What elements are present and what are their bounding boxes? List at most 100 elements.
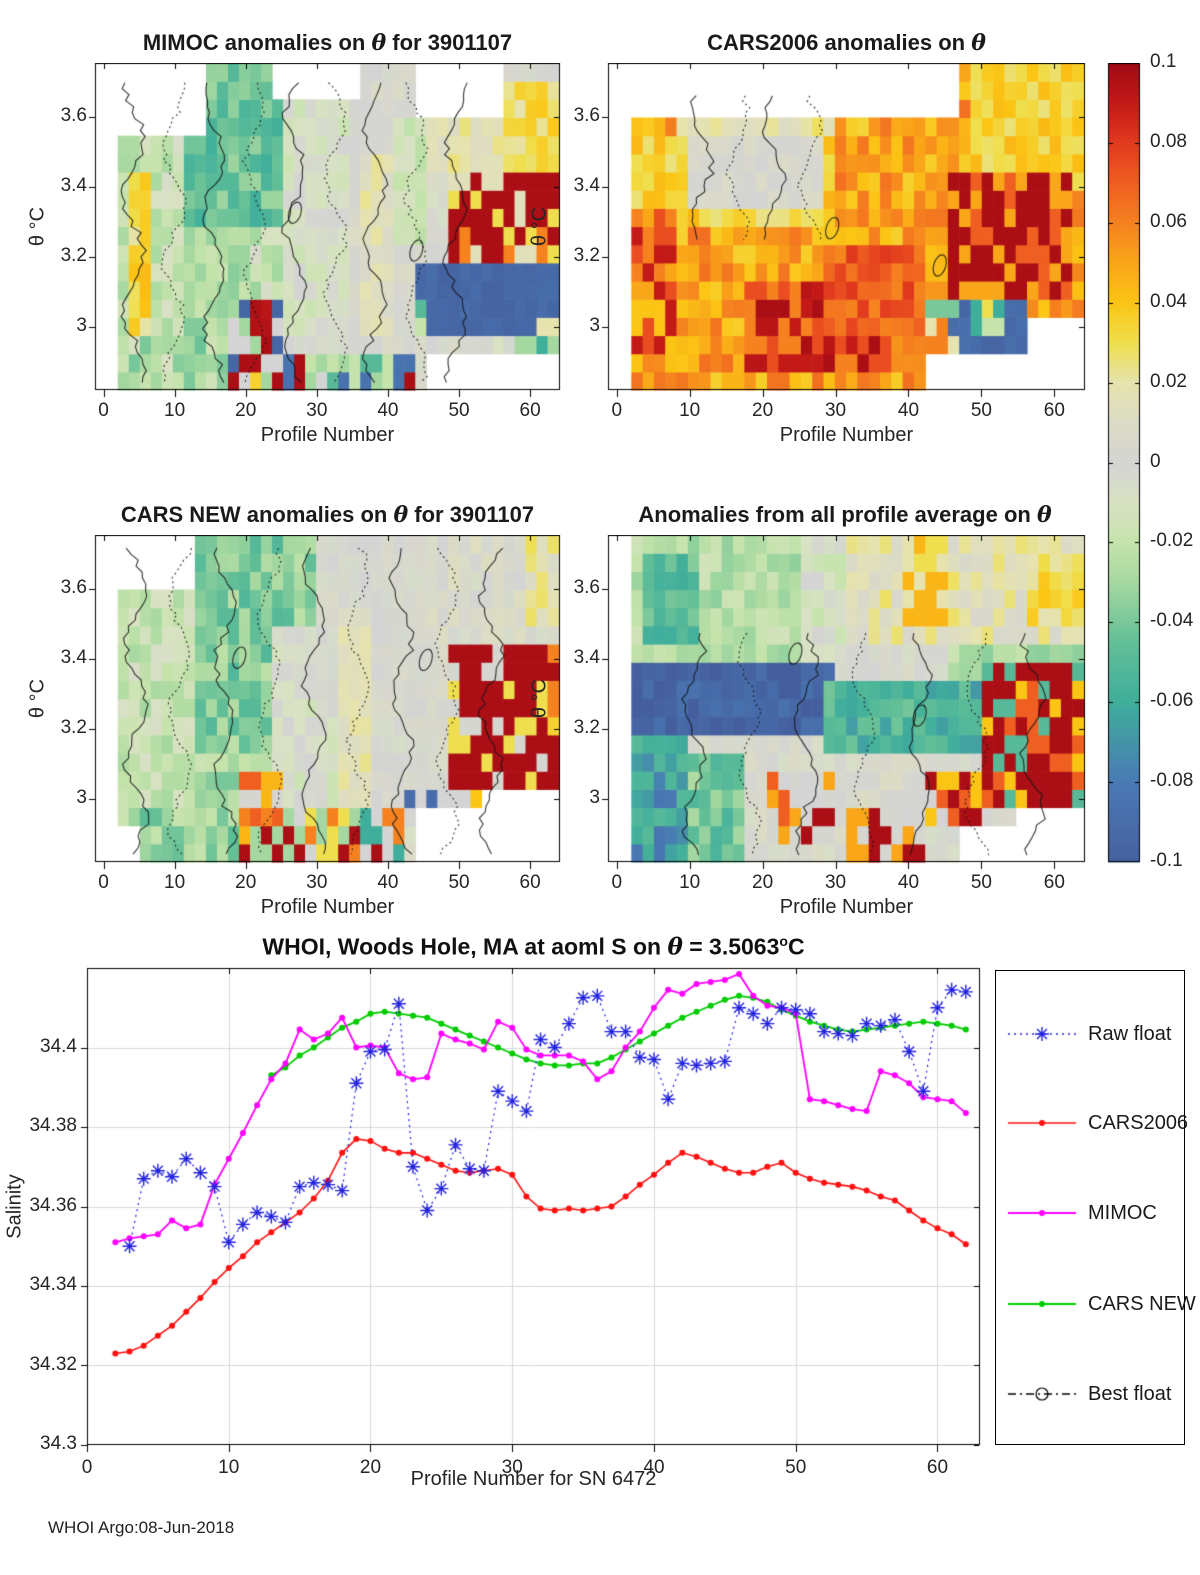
heatmap-ytick-label: 3 xyxy=(589,787,600,809)
carsnew-heatmap-canvas xyxy=(87,535,568,871)
chart-ytick-label: 34.32 xyxy=(29,1353,77,1375)
heatmap-ytick-label: 3.6 xyxy=(573,105,600,127)
heatmap-xtick-label: 0 xyxy=(98,872,109,893)
heatmap-xtick-label: 40 xyxy=(897,400,920,421)
chart-xtick-label: 60 xyxy=(926,1457,949,1478)
chart-ytick-label: 34.34 xyxy=(29,1274,77,1295)
mimoc-sample-line xyxy=(1006,1200,1078,1226)
raw-float-sample-line xyxy=(1006,1021,1078,1047)
legend-label: Raw float xyxy=(1088,1022,1172,1045)
heatmap-ytick-label: 3.2 xyxy=(60,717,87,739)
chart-ytick-label: 34.36 xyxy=(29,1194,77,1216)
xlabel-sn6472: Profile Number for SN 6472 xyxy=(410,1468,657,1490)
heatmap-xtick-label: 20 xyxy=(235,400,257,421)
heatmap-xtick-label: 60 xyxy=(519,872,541,893)
panel-title-mimoc: MIMOC anomalies on θ for 3901107 xyxy=(95,30,560,56)
panel-title-carsnew: CARS NEW anomalies on θ for 3901107 xyxy=(80,502,575,528)
chart-xtick-label: 20 xyxy=(359,1457,382,1478)
legend-label: Best float xyxy=(1088,1382,1172,1405)
heatmap-ytick-label: 3.4 xyxy=(573,175,600,197)
heatmap-xtick-label: 40 xyxy=(897,872,920,893)
heatmap-xtick-label: 10 xyxy=(679,400,701,421)
chart-xtick-label: 0 xyxy=(81,1457,93,1478)
allprofile-heatmap-canvas xyxy=(600,535,1093,871)
degree-sup: o xyxy=(779,933,788,949)
legend-label: CARS2006 xyxy=(1088,1111,1189,1134)
heatmap-xtick-label: 10 xyxy=(164,400,186,421)
heatmap-xtick-label: 50 xyxy=(448,872,470,893)
heatmap-xtick-label: 40 xyxy=(377,400,399,421)
cars2006-heatmap-canvas xyxy=(600,63,1093,399)
cars-new-sample-line xyxy=(1006,1291,1078,1317)
colorbar-tick-label: 0.02 xyxy=(1150,370,1187,392)
title-text: C xyxy=(787,933,805,960)
colorbar-tick-label: -0.08 xyxy=(1150,770,1194,792)
colorbar-tick-label: 0.04 xyxy=(1150,290,1187,312)
chart-xtick-label: 40 xyxy=(643,1457,665,1478)
heatmap-xtick-label: 30 xyxy=(306,872,328,893)
colorbar-tick-label: -0.1 xyxy=(1150,850,1183,871)
legend-item-cars2006: CARS2006 xyxy=(1006,1110,1188,1136)
heatmap-xtick-label: 0 xyxy=(98,400,109,421)
heatmap-ytick-label: 3 xyxy=(76,315,87,337)
heatmap-ytick-label: 3.4 xyxy=(60,647,87,669)
chart-xtick-label: 30 xyxy=(501,1457,523,1478)
salinity-chart-title: WHOI, Woods Hole, MA at aoml S on θ = 3.… xyxy=(87,933,980,961)
chart-xtick-label: 50 xyxy=(785,1457,807,1478)
heatmap-xtick-label: 40 xyxy=(377,872,399,893)
colorbar-tick-label: -0.02 xyxy=(1150,530,1194,552)
colorbar xyxy=(1104,63,1148,870)
heatmap-xtick-label: 60 xyxy=(519,400,541,421)
legend-item-cars-new: CARS NEW xyxy=(1006,1291,1196,1317)
panel-title-cars2006: CARS2006 anomalies on θ xyxy=(608,30,1085,56)
heatmap-ytick-label: 3.4 xyxy=(573,647,600,669)
heatmap-ytick-label: 3.6 xyxy=(60,577,87,599)
title-text: for 3901107 xyxy=(408,502,535,527)
title-text: CARS NEW anomalies on xyxy=(120,502,394,527)
best-float-sample-line xyxy=(1006,1381,1078,1407)
heatmap-ytick-label: 3.2 xyxy=(60,245,87,267)
colorbar-tick-label: -0.06 xyxy=(1150,690,1194,712)
ylabel-theta-row1-right: θ °C xyxy=(528,206,551,247)
footer-timestamp: WHOI Argo:08-Jun-2018 xyxy=(48,1518,235,1537)
theta-symbol: θ xyxy=(971,30,986,56)
title-text: WHOI, Woods Hole, MA at aoml S on xyxy=(262,933,668,960)
colorbar-tick-label: 0 xyxy=(1150,450,1161,472)
theta-symbol: θ xyxy=(371,30,387,56)
heatmap-xtick-label: 30 xyxy=(306,400,328,421)
heatmap-xtick-label: 10 xyxy=(164,872,186,893)
title-text: = 3.5063 xyxy=(682,933,780,960)
heatmap-xtick-label: 20 xyxy=(752,872,774,893)
heatmap-xtick-label: 20 xyxy=(235,872,257,893)
legend-label: CARS NEW xyxy=(1088,1292,1196,1315)
heatmap-ytick-label: 3.6 xyxy=(573,577,600,599)
colorbar-tick-label: -0.04 xyxy=(1150,610,1194,632)
heatmap-xtick-label: 0 xyxy=(611,400,623,421)
theta-symbol: θ xyxy=(1036,502,1052,528)
heatmap-xtick-label: 50 xyxy=(970,872,992,893)
chart-xtick-label: 10 xyxy=(218,1457,240,1478)
heatmap-ytick-label: 3.2 xyxy=(573,245,600,267)
heatmap-xtick-label: 50 xyxy=(448,400,470,421)
heatmap-ytick-label: 3 xyxy=(76,787,87,809)
panel-title-allprofile: Anomalies from all profile average on θ xyxy=(590,502,1100,528)
theta-symbol: θ xyxy=(393,502,409,528)
theta-symbol: θ xyxy=(667,933,683,961)
chart-ytick-label: 34.38 xyxy=(29,1115,77,1136)
legend-item-best-float: Best float xyxy=(1006,1381,1171,1407)
heatmap-xtick-label: 10 xyxy=(679,872,701,893)
legend: Raw float CARS2006 MIMOC CARS NEW Best f… xyxy=(995,970,1196,1445)
heatmap-xtick-label: 0 xyxy=(611,872,623,893)
xlabel-cars2006: Profile Number xyxy=(779,424,914,446)
legend-label: MIMOC xyxy=(1088,1201,1157,1224)
chart-ytick-label: 34.4 xyxy=(40,1035,77,1057)
ylabel-theta-row2-right: θ °C xyxy=(528,678,551,719)
legend-item-raw-float: Raw float xyxy=(1006,1021,1171,1047)
heatmap-xtick-label: 60 xyxy=(1043,400,1065,421)
cars2006-sample-line xyxy=(1006,1110,1078,1136)
title-text: CARS2006 anomalies on xyxy=(707,30,972,55)
heatmap-xtick-label: 30 xyxy=(824,872,847,893)
mimoc-heatmap-canvas xyxy=(87,63,568,399)
legend-item-mimoc: MIMOC xyxy=(1006,1200,1157,1226)
